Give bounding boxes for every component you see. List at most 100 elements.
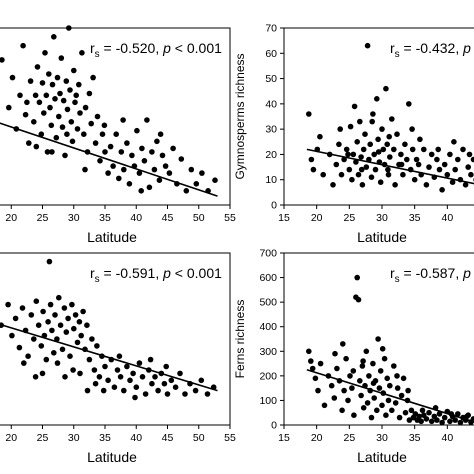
x-tick-label: 40 [130, 212, 142, 224]
data-point [400, 375, 407, 382]
data-point [383, 412, 389, 419]
data-point [386, 133, 393, 140]
data-point [358, 392, 364, 399]
data-point [127, 377, 133, 384]
data-point [377, 368, 384, 374]
data-point [76, 319, 83, 325]
data-point [355, 296, 362, 303]
data-point [370, 111, 376, 117]
data-point [331, 395, 338, 401]
data-point [76, 81, 82, 88]
y-tick-label: 0 [271, 420, 277, 432]
annotation-value: = -0.520, [100, 40, 163, 56]
data-point [154, 138, 160, 145]
data-point [363, 164, 370, 170]
data-point [166, 170, 173, 176]
data-point [62, 152, 68, 159]
data-point [49, 149, 55, 155]
y-tick-label: 10 [265, 174, 277, 186]
y-tick-label: 700 [259, 248, 277, 260]
x-tick-label: 25 [37, 432, 49, 444]
data-point [133, 384, 140, 391]
data-point [88, 120, 94, 127]
data-point [357, 378, 363, 384]
data-point [321, 402, 328, 409]
data-point [357, 118, 363, 125]
data-point [178, 156, 185, 162]
data-point [102, 149, 108, 155]
data-point [146, 184, 153, 191]
data-point [408, 407, 415, 414]
data-point [310, 166, 317, 173]
data-point [141, 158, 148, 164]
data-point [99, 131, 106, 137]
data-point [162, 163, 169, 169]
y-tick-label: 200 [259, 370, 277, 382]
data-point [92, 140, 99, 146]
data-point [312, 375, 319, 382]
data-point [449, 179, 456, 185]
data-point [59, 346, 66, 353]
y-tick-label: 300 [259, 346, 277, 358]
data-point [52, 312, 58, 318]
data-point [452, 417, 459, 423]
data-point [421, 146, 427, 153]
data-point [70, 367, 76, 373]
data-point [22, 111, 29, 118]
data-point [439, 187, 445, 193]
y-tick-label: 600 [259, 272, 277, 284]
data-point [419, 407, 426, 414]
data-point [379, 402, 385, 409]
data-point [79, 50, 85, 56]
x-axis-label: Latitude [357, 449, 407, 465]
data-point [48, 122, 55, 129]
data-point [56, 294, 62, 301]
data-point [49, 327, 55, 334]
data-point [96, 374, 103, 380]
data-point [394, 385, 401, 391]
data-point [418, 418, 425, 425]
data-point [345, 151, 351, 158]
y-tick-label: 50 [265, 73, 277, 85]
data-point [394, 373, 400, 379]
regression-line [306, 148, 474, 185]
data-point [59, 124, 66, 130]
data-point [118, 149, 125, 155]
data-point [444, 171, 451, 178]
data-point [384, 375, 391, 382]
data-point [43, 92, 50, 99]
data-point [102, 363, 108, 370]
data-point [52, 96, 58, 102]
data-point [144, 117, 150, 123]
data-point [47, 104, 53, 111]
correlation-annotation: rs = -0.432, p [390, 40, 471, 60]
data-point [415, 161, 422, 168]
data-point [466, 151, 473, 158]
data-point [159, 152, 166, 159]
data-point [385, 171, 392, 178]
data-point [364, 400, 371, 406]
x-tick-label: 50 [193, 432, 205, 444]
data-point [53, 134, 60, 141]
data-point [74, 126, 81, 132]
data-point [67, 87, 73, 93]
data-point [39, 80, 46, 86]
data-point [163, 363, 169, 370]
data-point [343, 355, 349, 362]
y-tick-label: 30 [265, 124, 277, 136]
x-tick-label: 20 [5, 432, 17, 444]
data-point [54, 74, 61, 81]
data-point [91, 367, 98, 373]
data-point [65, 315, 71, 322]
regression-line [0, 323, 218, 392]
data-point [340, 341, 346, 347]
data-point [359, 363, 366, 369]
data-point [396, 414, 403, 421]
data-point [94, 113, 101, 120]
regression-line [306, 368, 474, 423]
data-point [47, 301, 54, 308]
data-point [417, 136, 423, 143]
annotation-value: = -0.587, [400, 265, 463, 281]
data-point [114, 367, 121, 373]
annotation-r: r [390, 265, 395, 281]
